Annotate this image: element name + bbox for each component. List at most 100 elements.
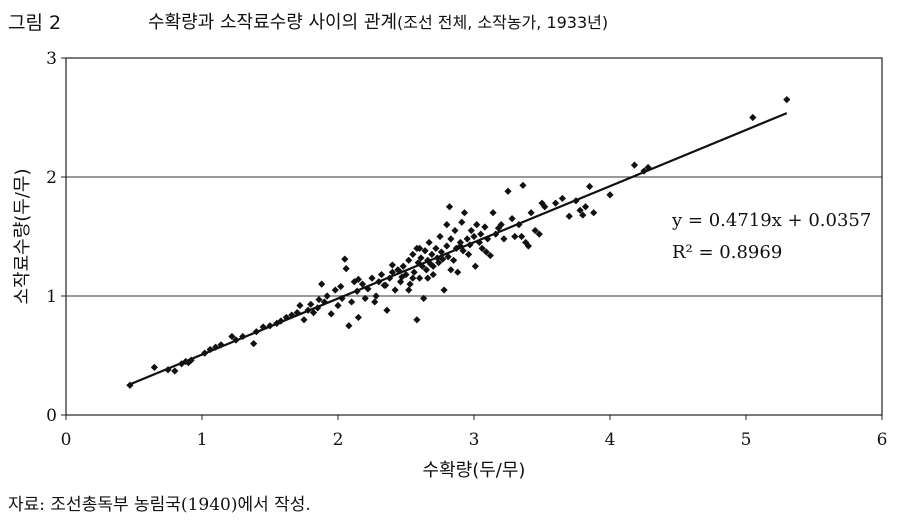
data-point [405,256,413,264]
data-point [320,298,328,306]
data-point [410,268,418,276]
data-point [494,224,503,232]
data-point [443,242,451,250]
data-point [524,242,532,250]
data-point [398,273,406,281]
data-point [749,113,757,122]
data-point [527,209,535,217]
data-point [368,274,376,282]
data-points [126,96,791,389]
data-point [467,226,475,235]
data-point [581,203,590,211]
data-point [331,286,339,294]
data-point [388,268,396,276]
data-point [337,282,345,291]
figure-title: 수확량과 소작료수량 사이의 관계(조선 전체, 소작농가, 1933년) [148,8,608,34]
data-point [579,211,587,219]
data-point [428,250,436,258]
data-point [489,209,497,217]
grid-lines [66,176,882,297]
data-point [484,235,492,243]
data-point [171,367,179,375]
data-point [478,244,486,252]
data-point [364,285,372,293]
data-point [405,286,413,294]
figure-title-main: 수확량과 소작료수량 사이의 관계 [148,12,398,33]
data-point [500,235,508,243]
data-point [531,226,539,235]
data-point [482,248,490,256]
data-point [443,221,451,229]
data-point [358,280,367,288]
data-point [518,232,526,241]
data-point [471,262,479,270]
data-point [508,215,516,223]
data-point [459,247,467,255]
data-point [361,294,369,302]
x-tick-label: 5 [741,430,752,450]
data-point [511,232,519,241]
data-point [454,268,462,276]
data-point [239,332,247,341]
data-point [463,235,471,243]
data-point [318,280,326,288]
data-point [354,313,362,322]
data-point [460,209,469,217]
data-point [497,221,505,229]
r-squared-annotation: R² = 0.8969 [672,242,782,263]
data-point [458,218,466,226]
x-tick-label: 1 [197,430,208,450]
data-point [315,295,323,304]
data-point [432,244,440,252]
data-point [473,221,481,229]
axis-ticks: 0 1 2 3 4 5 6 0 1 2 3 [46,49,887,450]
data-point [399,262,407,270]
data-point [444,253,452,261]
data-point [445,203,454,211]
data-point [541,203,549,211]
data-point [436,232,444,241]
data-point [477,230,485,238]
data-point [341,255,349,263]
data-point [388,261,396,269]
y-tick-label: 0 [46,406,57,426]
equation-annotation: y = 0.4719x + 0.0357 [671,210,871,231]
data-point [406,280,414,288]
data-point [348,298,356,306]
data-point [217,341,225,349]
data-point [150,363,158,371]
data-point [420,294,428,302]
data-point [228,332,236,341]
data-point [576,206,584,214]
data-point [307,300,315,308]
data-point [300,316,308,324]
x-tick-label: 3 [469,430,480,450]
data-point [309,309,318,317]
data-point [451,226,459,235]
data-point [184,359,192,367]
scatter-chart: 0 1 2 3 4 5 6 0 1 2 3 수확량(두/무) 소작료수량(두/무) y = 0.47… [12,49,887,481]
data-point [606,191,614,199]
figure-title-sub: (조선 전체, 소작농가, 1933년) [397,13,609,32]
data-point [630,161,639,169]
y-tick-label: 3 [46,49,57,69]
data-point [323,292,331,300]
data-point [504,187,512,195]
data-point [486,251,494,260]
x-tick-label: 6 [877,430,888,450]
data-point [327,310,335,318]
data-point [440,286,448,294]
data-point [424,274,432,282]
data-point [409,274,417,282]
data-point [783,96,791,104]
data-point [450,256,458,264]
data-point [334,301,342,310]
data-point [470,232,478,241]
data-point [409,250,417,258]
data-point [565,212,573,220]
data-point [590,209,598,217]
data-point [447,266,455,274]
y-axis-title: 소작료수량(두/무) [12,168,33,304]
data-point [447,235,455,243]
x-axis-title: 수확량(두/무) [423,460,526,481]
